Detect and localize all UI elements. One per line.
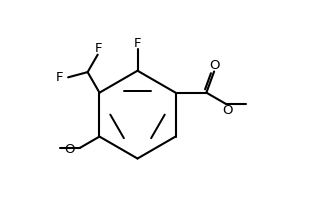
Text: F: F [56, 71, 64, 84]
Text: F: F [95, 42, 103, 55]
Text: O: O [64, 143, 75, 155]
Text: O: O [222, 104, 232, 117]
Text: F: F [134, 37, 141, 50]
Text: O: O [209, 59, 219, 72]
